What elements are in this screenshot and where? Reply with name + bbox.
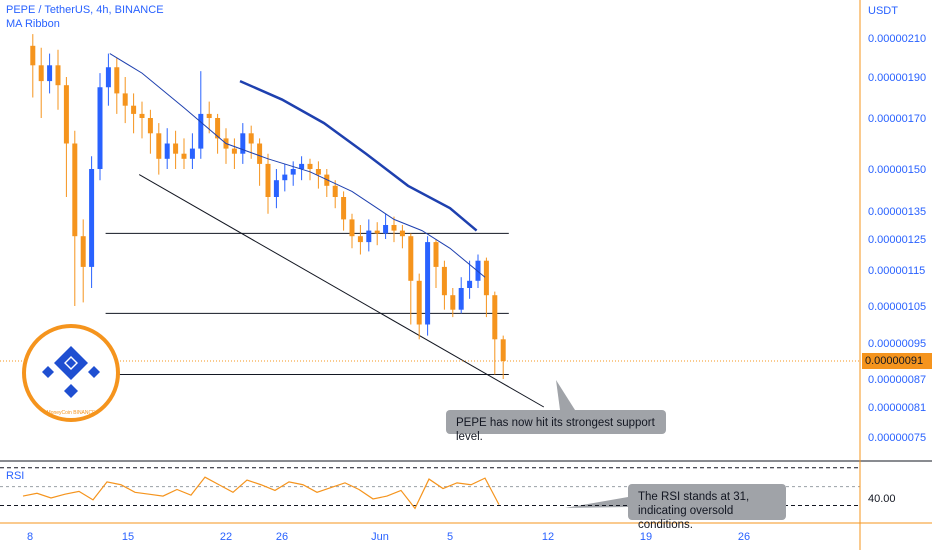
candle-17 bbox=[173, 143, 179, 154]
time-tick-label-3: 26 bbox=[276, 531, 288, 543]
candle-52 bbox=[467, 280, 473, 288]
price-tick-label-1: 0.00000190 bbox=[868, 72, 926, 84]
candle-16 bbox=[164, 143, 170, 159]
price-tick-label-6: 0.00000115 bbox=[868, 265, 925, 277]
candle-22 bbox=[215, 118, 221, 139]
candle-53 bbox=[475, 260, 481, 281]
candle-31 bbox=[290, 169, 296, 175]
candle-27 bbox=[257, 143, 263, 164]
candle-51 bbox=[458, 288, 464, 310]
time-tick-label-6: 12 bbox=[542, 531, 554, 543]
candle-56 bbox=[500, 339, 506, 361]
candle-35 bbox=[324, 174, 330, 186]
diagonal-support-line bbox=[138, 174, 545, 408]
candle-3 bbox=[55, 65, 61, 86]
indicator-label: MA Ribbon bbox=[6, 18, 60, 30]
time-tick-label-8: 26 bbox=[738, 531, 750, 543]
candle-0 bbox=[30, 45, 36, 66]
price-tick-label-11: 0.00000075 bbox=[868, 432, 926, 444]
candle-49 bbox=[441, 266, 447, 296]
candle-13 bbox=[139, 113, 145, 118]
time-tick-label-0: 8 bbox=[27, 531, 33, 543]
price-tick-label-4: 0.00000135 bbox=[868, 206, 926, 218]
price-tick-label-9: 0.00000087 bbox=[868, 374, 926, 386]
price-tick-label-2: 0.00000170 bbox=[868, 113, 926, 125]
rsi-value-label: 40.00 bbox=[868, 493, 896, 505]
candle-32 bbox=[299, 163, 305, 169]
time-tick-label-5: 5 bbox=[447, 531, 453, 543]
candle-26 bbox=[248, 133, 254, 144]
candle-38 bbox=[349, 219, 355, 237]
candle-28 bbox=[265, 163, 271, 197]
candle-29 bbox=[273, 180, 279, 197]
price-tick-label-0: 0.00000210 bbox=[868, 33, 926, 45]
ma-line-1 bbox=[239, 79, 478, 232]
candle-7 bbox=[89, 169, 95, 267]
candle-14 bbox=[147, 118, 153, 134]
binance-diamond-icon bbox=[42, 346, 100, 398]
last-price-badge: 0.00000091 bbox=[862, 353, 932, 369]
price-tick-label-3: 0.00000150 bbox=[868, 164, 926, 176]
time-tick-label-4: Jun bbox=[371, 531, 389, 543]
candle-34 bbox=[315, 169, 321, 175]
candle-15 bbox=[156, 133, 162, 159]
candle-30 bbox=[282, 174, 288, 181]
candle-18 bbox=[181, 153, 187, 159]
candle-45 bbox=[408, 236, 414, 281]
brand-logo: MoneyCoin BINANCE bbox=[22, 324, 120, 422]
price-tick-label-7: 0.00000105 bbox=[868, 301, 926, 313]
candle-43 bbox=[391, 225, 397, 231]
symbol-title: PEPE / TetherUS, 4h, BINANCE bbox=[6, 4, 164, 16]
time-tick-label-2: 22 bbox=[220, 531, 232, 543]
candle-36 bbox=[332, 185, 338, 197]
candle-4 bbox=[63, 85, 69, 144]
support-callout: PEPE has now hit its strongest support l… bbox=[446, 410, 666, 443]
candle-19 bbox=[189, 148, 195, 159]
candle-46 bbox=[416, 280, 422, 325]
candle-44 bbox=[399, 230, 405, 237]
candle-21 bbox=[206, 113, 212, 118]
candle-9 bbox=[105, 67, 111, 88]
time-tick-label-7: 19 bbox=[640, 531, 652, 543]
candle-8 bbox=[97, 87, 103, 169]
support-callout-pointer bbox=[556, 380, 575, 410]
candle-1 bbox=[38, 65, 44, 82]
price-tick-label-8: 0.00000095 bbox=[868, 338, 926, 350]
candle-24 bbox=[231, 148, 237, 154]
candle-25 bbox=[240, 133, 246, 154]
price-tick-label-10: 0.00000081 bbox=[868, 402, 926, 414]
candle-2 bbox=[47, 65, 53, 82]
candle-47 bbox=[425, 242, 431, 325]
candle-37 bbox=[341, 197, 347, 220]
price-unit: USDT bbox=[868, 5, 898, 17]
candle-50 bbox=[450, 295, 456, 310]
candle-55 bbox=[492, 295, 498, 340]
ma-ribbon bbox=[109, 53, 486, 278]
candle-33 bbox=[307, 163, 313, 169]
candle-5 bbox=[72, 143, 78, 237]
candles bbox=[30, 34, 506, 379]
candle-39 bbox=[357, 236, 363, 243]
candle-20 bbox=[198, 113, 204, 149]
candle-10 bbox=[114, 67, 120, 94]
candle-40 bbox=[366, 230, 372, 243]
rsi-callout: The RSI stands at 31, indicating oversol… bbox=[628, 484, 786, 531]
candle-54 bbox=[483, 260, 489, 296]
candle-6 bbox=[80, 236, 86, 267]
candle-48 bbox=[433, 242, 439, 267]
candle-42 bbox=[383, 225, 389, 234]
price-tick-label-5: 0.00000125 bbox=[868, 234, 926, 246]
candle-12 bbox=[131, 105, 137, 114]
logo-text: MoneyCoin BINANCE bbox=[46, 410, 96, 416]
ma-line-0 bbox=[109, 53, 486, 278]
rsi-line bbox=[22, 476, 500, 510]
rsi-label: RSI bbox=[6, 470, 25, 482]
time-tick-label-1: 15 bbox=[122, 531, 134, 543]
candle-41 bbox=[374, 230, 380, 234]
candle-11 bbox=[122, 93, 128, 106]
